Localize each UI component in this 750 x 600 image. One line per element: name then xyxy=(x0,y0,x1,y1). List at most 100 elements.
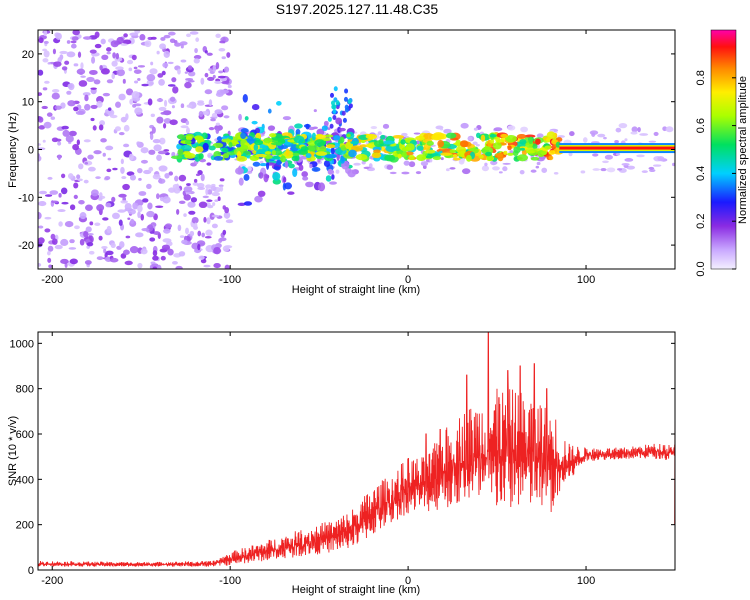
spectrogram-blob xyxy=(202,142,209,151)
spectrogram-blob xyxy=(323,120,329,126)
spectrogram-blob xyxy=(344,104,349,110)
spectrogram-blob xyxy=(347,99,352,105)
spectrogram-blob xyxy=(624,138,628,142)
spectrogram-blob xyxy=(149,132,154,141)
spectrogram-blob xyxy=(198,153,204,160)
spectrogram-blob xyxy=(183,213,187,217)
spectrogram-blob xyxy=(38,155,42,162)
spectrogram-blob xyxy=(295,128,301,136)
spectrogram-blob xyxy=(111,60,118,67)
spectrogram-blob xyxy=(124,203,132,211)
spectrogram-blob xyxy=(76,139,81,146)
spectrogram-blob xyxy=(604,154,613,160)
spectrogram-blob xyxy=(445,168,450,172)
spectrogram-blob xyxy=(69,239,75,244)
spectrogram-blob xyxy=(582,137,588,143)
spectrogram-blob xyxy=(109,257,119,263)
spectrogram-blob xyxy=(219,186,224,192)
spectrogram-blob xyxy=(221,138,232,143)
spectrogram-blob xyxy=(184,71,188,74)
x-tick-label: -100 xyxy=(219,274,241,286)
spectrogram-blob xyxy=(57,209,66,213)
spectrogram-blob xyxy=(243,173,250,181)
spectrogram-blob xyxy=(78,199,85,205)
spectrogram-blob xyxy=(155,205,164,209)
spectrogram-blob xyxy=(42,87,48,91)
spectrogram-blob xyxy=(67,83,73,89)
spectrogram-blob xyxy=(377,131,382,135)
spectrogram-blob xyxy=(626,165,636,170)
spectrogram-blob xyxy=(432,156,442,161)
snr-frame xyxy=(37,331,676,571)
spectrogram-blob xyxy=(158,178,166,184)
spectrogram-blob xyxy=(348,149,357,158)
colorbar-ticks: 0.0 0.2 0.4 0.6 0.8 xyxy=(695,70,736,277)
spectrogram-blob xyxy=(170,155,183,160)
spectrogram-blob xyxy=(270,142,283,146)
spectrogram-blob xyxy=(107,157,112,161)
spectrogram-blob xyxy=(316,128,325,136)
spectrogram-blob xyxy=(156,116,164,124)
spectrogram-blob xyxy=(332,115,337,121)
spectrogram-blob xyxy=(536,161,541,166)
spectrogram-blob xyxy=(158,106,167,112)
spectrogram-blob xyxy=(87,154,94,160)
spectrogram-blob xyxy=(122,39,132,45)
spectrogram-blob xyxy=(235,143,242,148)
spectrogram-blob xyxy=(187,201,196,208)
spectrogram-blob xyxy=(317,182,326,192)
spectrogram-blob xyxy=(100,38,106,45)
spectrogram-blob xyxy=(183,194,191,201)
spectrogram-blob xyxy=(489,133,497,138)
spectrogram-blob xyxy=(631,126,638,133)
spectrogram-blob xyxy=(138,191,147,196)
spectrogram-blob xyxy=(370,125,378,130)
spectrogram-blob xyxy=(129,98,134,105)
spectrogram-blob xyxy=(307,126,316,131)
spectrogram-blob xyxy=(93,79,101,85)
spectrogram-blob xyxy=(38,262,42,267)
spectrogram-blob xyxy=(293,135,305,144)
spectrogram-blob xyxy=(218,70,224,74)
x-tick-label: -200 xyxy=(41,274,63,286)
spectrogram-blob xyxy=(207,204,214,209)
spectrogram-blob xyxy=(198,255,205,260)
y-tick-label: 400 xyxy=(16,474,34,486)
spectrogram-blob xyxy=(107,109,115,117)
spectrogram-blob xyxy=(138,177,142,181)
spectrogram-blob xyxy=(483,146,491,150)
spectrogram-blob xyxy=(106,51,111,55)
spectrogram-blob xyxy=(272,155,280,160)
spectrogram-blob xyxy=(162,196,171,204)
spectrogram-blob xyxy=(420,161,429,167)
spectrogram-blob xyxy=(42,48,47,52)
spectrogram-blob xyxy=(148,166,154,172)
spectrogram-blob xyxy=(164,172,170,179)
spectrogram-blob xyxy=(327,127,331,130)
spectrogram-blob xyxy=(252,161,261,167)
spectrogram-blob xyxy=(168,187,176,193)
spectrogram-blob xyxy=(489,138,495,144)
spectrogram-blob xyxy=(182,190,187,196)
spectrogram-blob xyxy=(215,33,221,38)
spectrogram-blob xyxy=(198,201,208,209)
spectrogram-blob xyxy=(212,65,217,73)
spectrogram-blob xyxy=(220,89,229,94)
spectrogram-blob xyxy=(134,107,143,115)
spectrogram-blob xyxy=(152,138,161,144)
spectrogram-blob xyxy=(51,238,58,245)
spectrogram-blob xyxy=(195,37,200,42)
spectrogram-blob xyxy=(473,127,479,131)
spectrogram-blob xyxy=(47,250,51,256)
spectrogram-blob xyxy=(163,34,171,39)
spectrogram-blob xyxy=(118,93,126,101)
spectrogram-blob xyxy=(321,125,328,132)
spectrogram-blob xyxy=(606,167,616,173)
spectrogram-blob xyxy=(272,171,281,181)
spectrogram-blob xyxy=(365,133,378,140)
spectrogram-blob xyxy=(392,134,405,139)
colorbar-tick-label: 0.2 xyxy=(695,214,707,229)
spectrogram-blob xyxy=(258,172,264,179)
